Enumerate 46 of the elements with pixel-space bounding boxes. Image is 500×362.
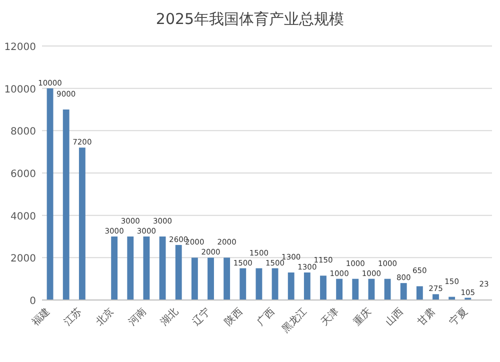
y-tick-label: 0 bbox=[30, 296, 36, 307]
x-tick-label: 重庆 bbox=[350, 306, 374, 328]
bar bbox=[272, 268, 278, 300]
y-tick-label: 12000 bbox=[4, 42, 36, 53]
x-tick-label: 辽宁 bbox=[190, 306, 213, 328]
x-tick-label: 广西 bbox=[254, 306, 278, 328]
bar bbox=[400, 283, 407, 300]
bar bbox=[240, 268, 246, 300]
bar bbox=[288, 272, 294, 300]
x-tick-label: 福建 bbox=[30, 306, 52, 328]
bar bbox=[111, 236, 118, 300]
bar bbox=[224, 258, 230, 300]
y-tick-label: 10000 bbox=[4, 84, 36, 96]
chart-title: 2025年我国体育产业总规模 bbox=[156, 10, 344, 28]
x-tick-label: 天津 bbox=[318, 306, 342, 328]
bar bbox=[416, 286, 423, 300]
y-tick-label: 4000 bbox=[10, 211, 36, 222]
bar bbox=[432, 294, 439, 300]
bar bbox=[175, 244, 182, 300]
bar bbox=[191, 258, 198, 300]
bar bbox=[320, 276, 326, 300]
bar bbox=[208, 258, 214, 300]
bar bbox=[143, 236, 150, 300]
x-tick-label: 湖北 bbox=[158, 306, 181, 328]
x-tick-label: 甘肃 bbox=[415, 306, 438, 328]
bar bbox=[384, 278, 391, 300]
y-tick-label: 6000 bbox=[10, 169, 36, 180]
bar bbox=[127, 236, 134, 300]
x-tick-label: 河南 bbox=[126, 306, 149, 328]
bar bbox=[352, 278, 359, 300]
x-tick-label: 北京 bbox=[94, 306, 116, 328]
x-tick-label: 宁夏 bbox=[447, 306, 470, 328]
bar bbox=[159, 236, 166, 300]
bar bbox=[78, 148, 86, 300]
x-tick-label: 黑龙江 bbox=[280, 306, 310, 336]
x-tick-label: 山西 bbox=[383, 306, 406, 328]
y-tick-label: 2000 bbox=[10, 254, 36, 265]
bar bbox=[368, 278, 375, 300]
x-tick-label: 陕西 bbox=[222, 306, 246, 328]
bar bbox=[304, 272, 310, 300]
x-tick-label: 江苏 bbox=[62, 306, 84, 328]
bar bbox=[46, 88, 54, 300]
bar bbox=[256, 268, 262, 300]
bar bbox=[62, 110, 70, 300]
bar bbox=[336, 278, 343, 300]
y-tick-label: 8000 bbox=[10, 126, 36, 138]
